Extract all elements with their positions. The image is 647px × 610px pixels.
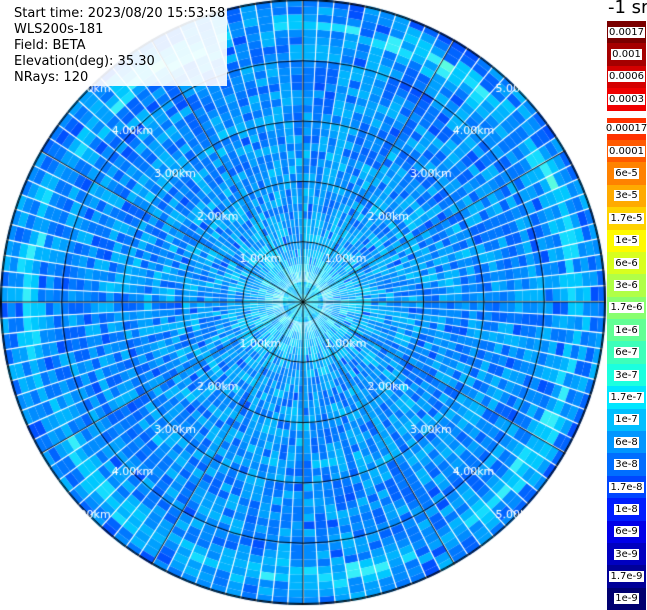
colorbar-swatch: 1.7e-5 xyxy=(607,207,646,230)
colorbar-swatch: 0.0003 xyxy=(607,88,646,111)
colorbar-swatch: 1e-6 xyxy=(607,319,646,342)
colorbar-tick-label: 6e-9 xyxy=(614,526,639,538)
colorbar-swatch: 3e-6 xyxy=(607,274,646,297)
colorbar-tick-label: 3e-9 xyxy=(614,548,639,560)
colorbar-tick-label: 6e-8 xyxy=(614,436,639,448)
colorbar-swatch: 0.0001 xyxy=(607,139,646,163)
colorbar-tick-label: 1e-9 xyxy=(614,593,639,605)
colorbar-tick-label: 1e-8 xyxy=(614,503,639,515)
colorbar-tick-label: 0.0006 xyxy=(608,71,645,83)
colorbar-tick-label: 3e-6 xyxy=(614,279,639,291)
colorbar-swatch: 6e-5 xyxy=(607,162,646,185)
field-label: Field: BETA xyxy=(14,38,86,53)
colorbar-tick-label: 3e-5 xyxy=(614,190,639,202)
colorbar: 0.0017 0.001 0.0006 0.0003 0.00017 0.0001 6e-5… xyxy=(604,21,647,610)
colorbar-tick-label: 1.7e-5 xyxy=(609,212,644,224)
colorbar-swatch: 3e-5 xyxy=(607,184,646,208)
colorbar-swatch: 1e-5 xyxy=(607,229,646,252)
instrument-label: WLS200s-181 xyxy=(14,22,104,37)
colorbar-swatch: 1.7e-6 xyxy=(607,296,646,320)
elevation-label: Elevation(deg): 35.30 xyxy=(14,54,155,69)
colorbar-tick-label: 3e-7 xyxy=(614,369,639,381)
colorbar-swatch: 3e-8 xyxy=(607,453,646,476)
colorbar-tick-label: 0.001 xyxy=(611,49,642,61)
colorbar-swatch: 0.001 xyxy=(607,43,646,66)
colorbar-swatch: 3e-7 xyxy=(607,363,646,387)
colorbar-tick-label: 1e-7 xyxy=(614,414,639,426)
colorbar-gap xyxy=(607,111,646,118)
colorbar-swatch: 6e-6 xyxy=(607,251,646,275)
colorbar-swatch: 6e-8 xyxy=(607,431,646,454)
nrays-label: NRays: 120 xyxy=(14,70,89,85)
colorbar-tick-label: 1.7e-9 xyxy=(609,571,644,583)
colorbar-tick-label: 6e-7 xyxy=(614,347,639,359)
colorbar-tick-label: 0.00017 xyxy=(604,123,647,135)
colorbar-swatch: 1.7e-9 xyxy=(607,565,646,588)
colorbar-unit-label: -1 sr xyxy=(608,0,647,18)
colorbar-tick-label: 1.7e-6 xyxy=(609,302,644,314)
colorbar-tick-label: 6e-5 xyxy=(614,168,639,180)
colorbar-tick-label: 0.0017 xyxy=(608,26,645,38)
colorbar-tick-label: 1.7e-8 xyxy=(609,481,644,493)
colorbar-swatch: 1e-8 xyxy=(607,498,646,521)
colorbar-swatch: 0.0017 xyxy=(607,21,646,44)
colorbar-tick-label: 1e-5 xyxy=(614,235,639,247)
colorbar-swatch: 6e-7 xyxy=(607,341,646,364)
colorbar-tick-label: 0.0003 xyxy=(608,93,645,105)
colorbar-tick-label: 1.7e-7 xyxy=(609,391,644,403)
colorbar-swatch: 3e-9 xyxy=(607,542,646,566)
colorbar-swatch: 1e-9 xyxy=(607,587,646,610)
colorbar-swatch: 0.00017 xyxy=(604,117,647,140)
colorbar-tick-label: 1e-6 xyxy=(614,324,639,336)
colorbar-swatch: 1.7e-7 xyxy=(607,386,646,409)
scan-info-panel: Start time: 2023/08/20 15:53:58 WLS200s-… xyxy=(12,6,228,86)
colorbar-swatch: 0.0006 xyxy=(607,65,646,89)
colorbar-swatch: 6e-9 xyxy=(607,520,646,543)
colorbar-tick-label: 6e-6 xyxy=(614,257,639,269)
colorbar-tick-label: 3e-8 xyxy=(614,459,639,471)
colorbar-tick-label: 0.0001 xyxy=(608,145,645,157)
start-time-label: Start time: 2023/08/20 15:53:58 xyxy=(14,6,226,21)
colorbar-swatch: 1.7e-8 xyxy=(607,475,646,499)
colorbar-swatch: 1e-7 xyxy=(607,408,646,432)
